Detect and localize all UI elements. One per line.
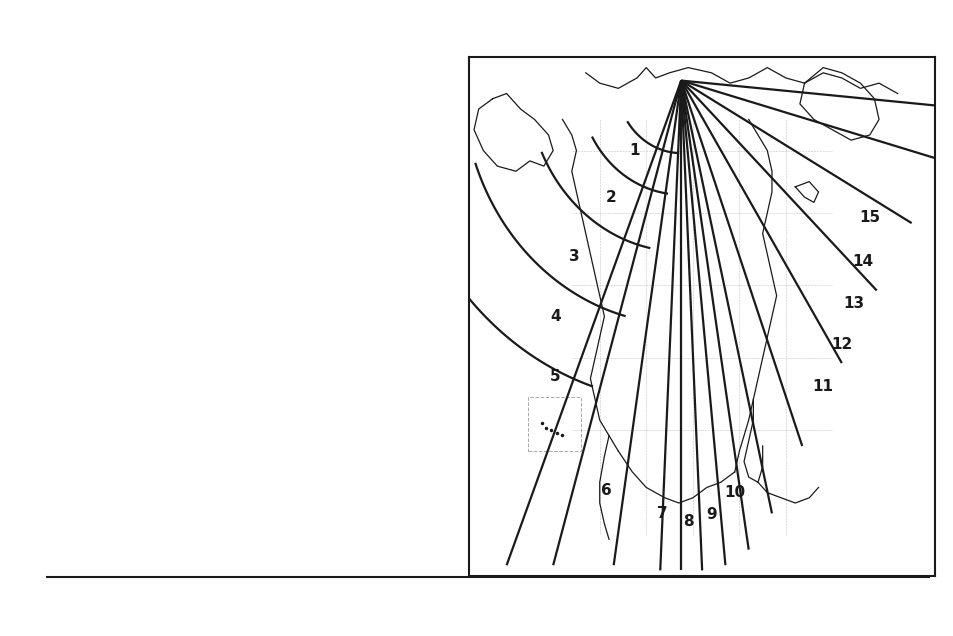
Text: 1: 1	[629, 143, 639, 158]
Text: 10: 10	[723, 485, 744, 500]
Text: 3: 3	[568, 249, 578, 265]
Text: 9: 9	[705, 507, 716, 522]
Text: 11: 11	[812, 379, 833, 394]
Text: 8: 8	[682, 514, 693, 529]
Text: 2: 2	[605, 190, 616, 205]
Text: 6: 6	[600, 483, 612, 497]
Text: 12: 12	[830, 338, 852, 352]
Text: 14: 14	[851, 254, 872, 270]
Bar	[527, 397, 580, 451]
Text: 7: 7	[657, 506, 667, 521]
Text: 5: 5	[550, 368, 560, 384]
Text: 4: 4	[550, 309, 560, 324]
Text: 15: 15	[859, 211, 880, 225]
Text: 13: 13	[842, 296, 863, 311]
